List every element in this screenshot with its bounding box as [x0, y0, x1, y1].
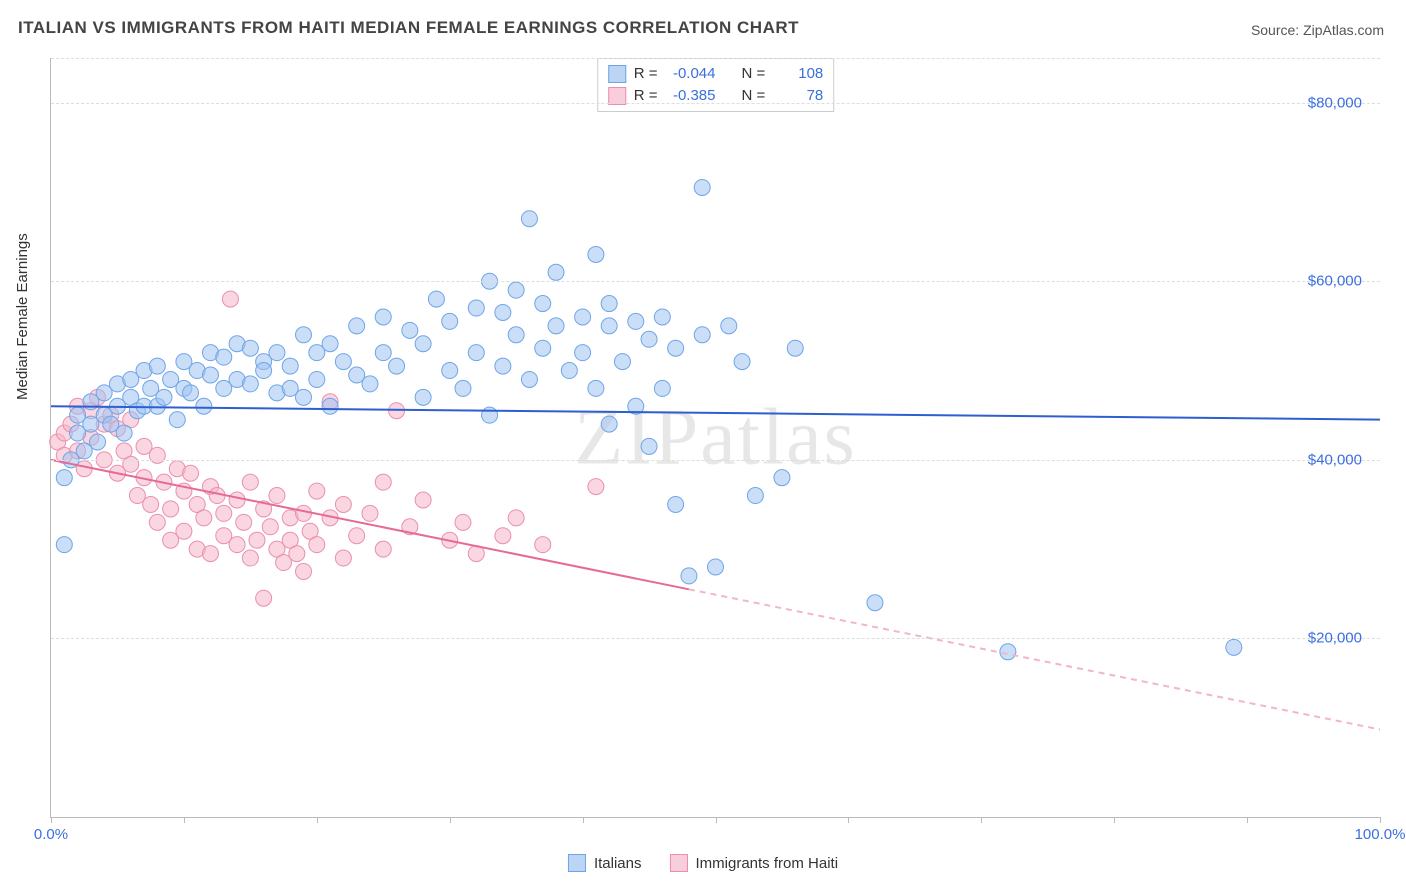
r-label-a: R =	[634, 63, 658, 85]
x-min-label: 0.0%	[34, 826, 68, 843]
series-legend: Italians Immigrants from Haiti	[568, 854, 838, 872]
legend-item-b: Immigrants from Haiti	[670, 854, 839, 872]
legend-swatch-a	[568, 854, 586, 872]
r-value-b: -0.385	[666, 85, 716, 107]
y-tick-label: $20,000	[1308, 630, 1362, 647]
swatch-series-a	[608, 65, 626, 83]
chart-plot-area: ZIPatlas R = -0.044 N = 108 R = -0.385 N…	[50, 58, 1380, 818]
y-tick-label: $40,000	[1308, 451, 1362, 468]
y-tick-label: $60,000	[1308, 273, 1362, 290]
stats-row-series-b: R = -0.385 N = 78	[608, 85, 824, 107]
y-tick-label: $80,000	[1308, 94, 1362, 111]
n-label-b: N =	[742, 85, 766, 107]
legend-label-b: Immigrants from Haiti	[696, 855, 839, 872]
legend-item-a: Italians	[568, 854, 642, 872]
r-label-b: R =	[634, 85, 658, 107]
r-value-a: -0.044	[666, 63, 716, 85]
n-label-a: N =	[742, 63, 766, 85]
scatter-svg	[51, 58, 1380, 817]
stats-row-series-a: R = -0.044 N = 108	[608, 63, 824, 85]
chart-title: ITALIAN VS IMMIGRANTS FROM HAITI MEDIAN …	[18, 18, 799, 38]
source-attribution: Source: ZipAtlas.com	[1251, 22, 1384, 38]
legend-swatch-b	[670, 854, 688, 872]
n-value-b: 78	[773, 85, 823, 107]
correlation-stats-box: R = -0.044 N = 108 R = -0.385 N = 78	[597, 58, 835, 112]
legend-label-a: Italians	[594, 855, 642, 872]
n-value-a: 108	[773, 63, 823, 85]
y-axis-label: Median Female Earnings	[14, 233, 31, 400]
x-max-label: 100.0%	[1355, 826, 1406, 843]
